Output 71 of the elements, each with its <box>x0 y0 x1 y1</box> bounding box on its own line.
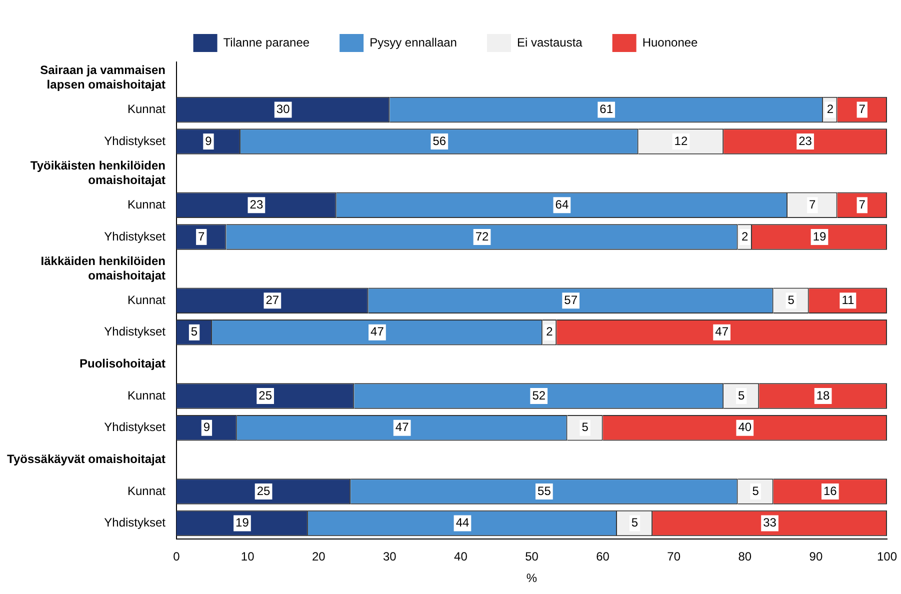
data-label: 23 <box>250 197 264 212</box>
x-axis-title: % <box>526 571 538 586</box>
legend-label: Huononee <box>642 35 698 50</box>
y-tick-label: Kunnat <box>127 484 166 498</box>
x-tick-label: 60 <box>596 550 610 564</box>
x-tick-label: 100 <box>876 550 898 564</box>
y-tick-label: Kunnat <box>127 102 166 116</box>
legend-label: Pysyy ennallaan <box>370 35 457 50</box>
data-label: 2 <box>826 102 834 116</box>
data-label: 11 <box>842 292 854 307</box>
x-tick-label: 0 <box>173 550 180 564</box>
data-label: 2 <box>546 324 554 339</box>
data-label: 5 <box>631 516 638 530</box>
data-label: 56 <box>432 134 446 148</box>
x-tick-label: 50 <box>525 550 539 564</box>
data-label: 9 <box>205 134 212 148</box>
legend-label: Ei vastausta <box>516 35 583 50</box>
data-label: 25 <box>256 484 271 498</box>
data-label: 47 <box>395 420 410 434</box>
x-tick-label: 90 <box>809 550 823 564</box>
data-label: 57 <box>564 292 578 307</box>
legend-label: Tilanne paranee <box>223 35 310 50</box>
data-label: 33 <box>763 516 777 530</box>
data-label: 2 <box>742 229 749 244</box>
data-label: 47 <box>715 324 729 339</box>
data-label: 61 <box>600 102 614 116</box>
y-tick-label: Yhdistykset <box>104 420 166 434</box>
data-label: 19 <box>812 229 826 244</box>
data-label: 55 <box>538 484 552 498</box>
x-tick-label: 80 <box>738 550 752 564</box>
y-tick-label: Työssäkäyvät omaishoitajat <box>7 452 166 466</box>
y-tick-label: Yhdistykset <box>104 516 166 530</box>
y-tick-label: Yhdistykset <box>104 229 166 244</box>
x-tick-label: 30 <box>382 550 397 564</box>
y-tick-label: Kunnat <box>127 388 166 402</box>
data-label: 7 <box>198 229 206 244</box>
data-label: 5 <box>788 292 795 307</box>
data-label: 44 <box>456 516 470 530</box>
data-label: 40 <box>738 420 752 434</box>
x-tick-label: 70 <box>667 550 681 564</box>
data-label: 16 <box>823 484 838 498</box>
data-label: 5 <box>190 324 198 339</box>
data-label: 64 <box>555 197 569 212</box>
data-label: 30 <box>276 102 290 116</box>
data-label: 52 <box>532 388 546 402</box>
y-tick-label: Työikäisten henkilöiden omaishoitajat <box>30 158 166 187</box>
y-tick-label: Yhdistykset <box>104 134 166 148</box>
y-tick-label: Sairaan ja vammaisen lapsen omaishoitajat <box>40 63 166 92</box>
data-label: 47 <box>370 324 384 339</box>
data-label: 19 <box>236 516 250 530</box>
x-tick-label: 20 <box>312 550 326 564</box>
data-label: 7 <box>858 197 866 212</box>
data-label: 18 <box>816 388 830 402</box>
data-label: 9 <box>203 420 210 434</box>
data-label: 7 <box>809 197 816 212</box>
data-label: 72 <box>475 229 490 244</box>
x-tick-label: 10 <box>240 550 255 564</box>
data-label: 25 <box>258 388 272 402</box>
data-label: 5 <box>582 420 589 434</box>
y-tick-label: Kunnat <box>127 292 166 307</box>
y-tick-label: Kunnat <box>127 197 166 212</box>
x-tick-label: 40 <box>454 550 468 564</box>
data-label: 27 <box>266 292 280 307</box>
data-label: 12 <box>674 134 688 148</box>
data-label: 23 <box>798 134 812 148</box>
y-tick-label: Yhdistykset <box>104 324 166 339</box>
data-label: 5 <box>752 484 760 498</box>
data-label: 7 <box>858 102 866 116</box>
data-label: 5 <box>738 388 746 402</box>
y-tick-label: Puolisohoitajat <box>80 356 166 371</box>
y-tick-label: Iäkkäiden henkilöiden omaishoitajat <box>40 254 166 282</box>
